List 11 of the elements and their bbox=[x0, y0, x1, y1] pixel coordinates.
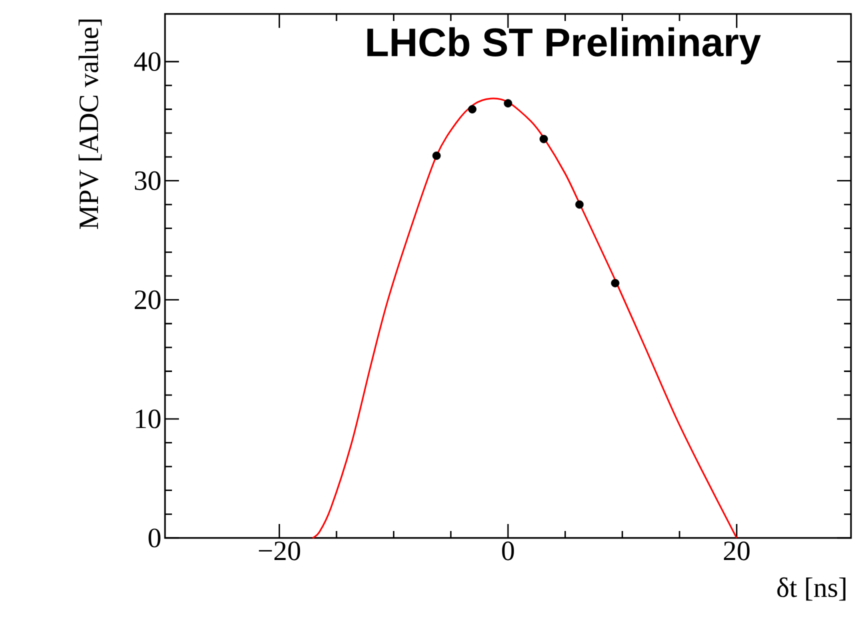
x-axis-title: δt [ns] bbox=[777, 577, 846, 601]
y-tick-label: 10 bbox=[136, 409, 160, 428]
chart-title: LHCb ST Preliminary bbox=[367, 27, 761, 64]
x-tick-label: −20 bbox=[258, 542, 300, 560]
x-tick-label: 0 bbox=[502, 542, 514, 560]
y-tick-label: 40 bbox=[134, 52, 160, 72]
x-tick-label: 20 bbox=[724, 542, 750, 560]
y-axis-title: MPV [ADC value] bbox=[78, 20, 102, 229]
y-tick-label: 30 bbox=[134, 171, 160, 190]
y-tick-label: 0 bbox=[148, 528, 160, 548]
y-tick-label: 20 bbox=[134, 290, 160, 310]
